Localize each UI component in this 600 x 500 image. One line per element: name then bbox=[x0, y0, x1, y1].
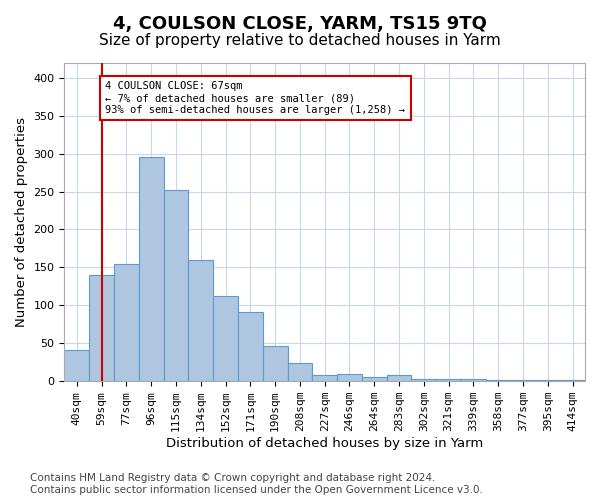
Bar bbox=[436, 379, 461, 381]
Bar bbox=[64, 350, 89, 381]
Bar bbox=[412, 379, 436, 381]
X-axis label: Distribution of detached houses by size in Yarm: Distribution of detached houses by size … bbox=[166, 437, 484, 450]
Bar bbox=[511, 380, 535, 381]
Bar bbox=[238, 312, 263, 381]
Bar bbox=[535, 380, 560, 381]
Bar bbox=[89, 275, 114, 381]
Text: 4 COULSON CLOSE: 67sqm
← 7% of detached houses are smaller (89)
93% of semi-deta: 4 COULSON CLOSE: 67sqm ← 7% of detached … bbox=[106, 82, 406, 114]
Bar bbox=[313, 375, 337, 381]
Bar bbox=[188, 260, 213, 381]
Bar bbox=[114, 264, 139, 381]
Bar bbox=[287, 363, 313, 381]
Text: Size of property relative to detached houses in Yarm: Size of property relative to detached ho… bbox=[99, 32, 501, 48]
Text: Contains HM Land Registry data © Crown copyright and database right 2024.
Contai: Contains HM Land Registry data © Crown c… bbox=[30, 474, 483, 495]
Bar bbox=[337, 374, 362, 381]
Bar bbox=[263, 346, 287, 381]
Bar bbox=[213, 296, 238, 381]
Bar bbox=[486, 380, 511, 381]
Y-axis label: Number of detached properties: Number of detached properties bbox=[15, 117, 28, 327]
Bar bbox=[386, 375, 412, 381]
Bar bbox=[139, 158, 164, 381]
Bar bbox=[362, 378, 386, 381]
Bar bbox=[164, 190, 188, 381]
Bar bbox=[560, 380, 585, 381]
Bar bbox=[461, 379, 486, 381]
Text: 4, COULSON CLOSE, YARM, TS15 9TQ: 4, COULSON CLOSE, YARM, TS15 9TQ bbox=[113, 15, 487, 33]
